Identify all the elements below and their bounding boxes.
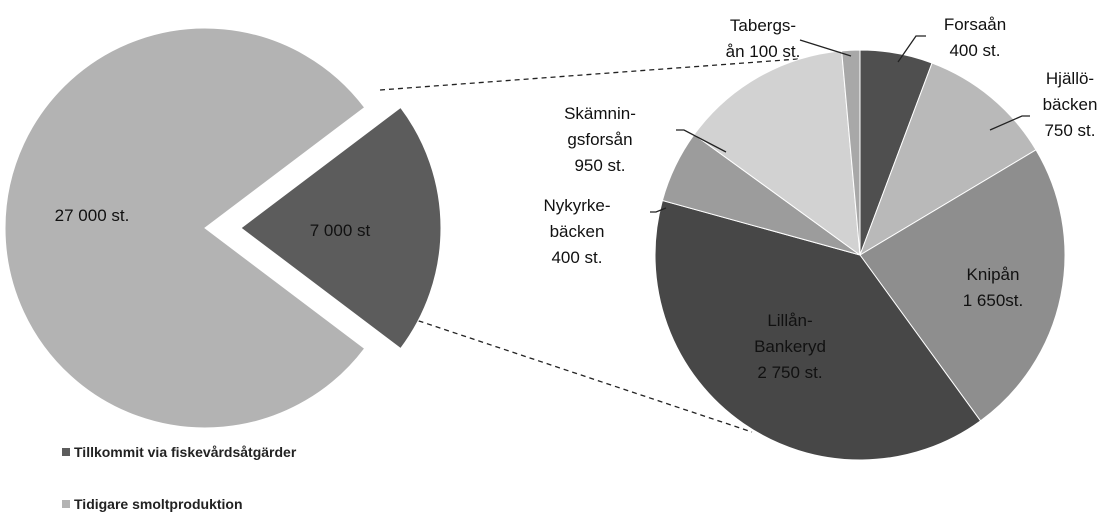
- data-label: 7 000 st: [310, 221, 371, 240]
- leader-line: [650, 207, 667, 213]
- data-label: Lillån-Bankeryd 2 750 st.: [754, 311, 826, 382]
- data-label: Skämnin-gsforsån 950 st.: [564, 104, 636, 175]
- data-label: Forsaån 400 st.: [944, 15, 1006, 60]
- pie-slice: [859, 62, 1037, 257]
- legend-swatch: [62, 448, 70, 456]
- leader-line: [989, 115, 1030, 131]
- legend-swatch: [62, 500, 70, 508]
- data-label: Hjällö-bäcken 750 st.: [1043, 69, 1098, 140]
- leader-line: [676, 129, 727, 153]
- pie-slice: [841, 49, 861, 256]
- data-label: Nykyrke-bäcken 400 st.: [543, 196, 610, 267]
- legend-label: Tidigare smoltproduktion: [74, 496, 243, 512]
- pie-slice: [240, 106, 442, 350]
- pie-slice: [859, 149, 1066, 422]
- data-label: 27 000 st.: [55, 206, 130, 225]
- legend-label: Tillkommit via fiskevårdsåtgärder: [74, 444, 297, 460]
- pie-slice: [4, 27, 366, 429]
- leader-line: [799, 39, 852, 57]
- connector: [379, 54, 853, 91]
- pie-slice: [654, 199, 982, 461]
- data-label: Knipån 1 650st.: [963, 265, 1024, 310]
- pie-slice: [693, 50, 861, 257]
- connector: [409, 317, 753, 433]
- pies: [4, 27, 1066, 461]
- leader-line: [897, 35, 926, 63]
- data-label: Tabergs-ån 100 st.: [726, 16, 801, 61]
